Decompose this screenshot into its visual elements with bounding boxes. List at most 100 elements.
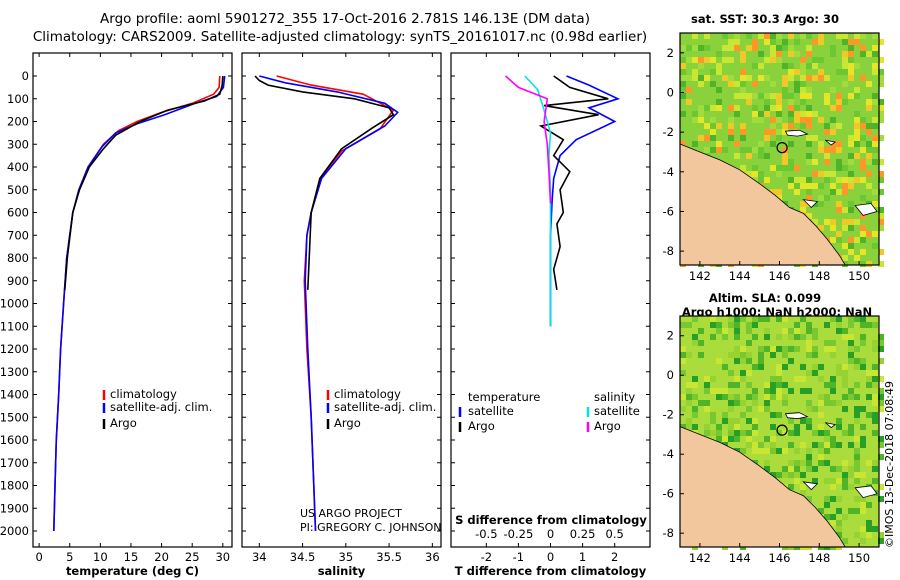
map-cell — [692, 334, 698, 340]
map-cell — [836, 322, 842, 328]
map-cell — [788, 430, 794, 436]
map-cell — [848, 243, 854, 249]
map-cell — [728, 436, 734, 442]
map-cell — [698, 117, 704, 123]
map-cell — [770, 93, 776, 99]
map-cell — [734, 346, 740, 352]
map-cell — [848, 177, 854, 183]
map-cell — [782, 382, 788, 388]
map-cell — [806, 51, 812, 57]
map-cell — [842, 57, 848, 63]
map-cell — [872, 201, 878, 207]
map-cell — [722, 334, 728, 340]
map-cell — [716, 51, 722, 57]
map-cell — [686, 352, 692, 358]
map-cell — [812, 466, 818, 472]
map-cell — [680, 346, 686, 352]
map-cell — [776, 412, 782, 418]
map-cell — [746, 153, 752, 159]
x-tick-label: 150 — [848, 269, 870, 283]
y-tick-label: 800 — [7, 251, 29, 265]
legend-label: Argo — [110, 416, 137, 430]
map-cell — [752, 117, 758, 123]
map-cell — [758, 448, 764, 454]
x2-tick-label: -0.5 — [475, 527, 497, 541]
map-cell — [758, 177, 764, 183]
map-cell — [710, 123, 716, 129]
map-cell — [806, 340, 812, 346]
map-cell — [710, 376, 716, 382]
map-cell — [788, 484, 794, 490]
map-cell — [872, 322, 878, 328]
map-cell — [866, 370, 872, 376]
map-cell — [860, 526, 866, 532]
map-cell — [776, 382, 782, 388]
map-cell — [794, 183, 800, 189]
map-cell — [794, 346, 800, 352]
map-cell — [872, 430, 878, 436]
y-tick-label: 1300 — [0, 365, 29, 379]
map-cell — [746, 370, 752, 376]
map-cell — [800, 63, 806, 69]
map-cell — [800, 490, 806, 496]
map-cell — [860, 225, 866, 231]
y-tick-label: -6 — [663, 487, 674, 501]
map-cell — [824, 460, 830, 466]
map-cell — [872, 526, 878, 532]
map-cell — [848, 45, 854, 51]
map-cell — [866, 99, 872, 105]
map-cell — [746, 33, 752, 39]
map-cell — [782, 448, 788, 454]
x-tick-label: 34 — [252, 550, 267, 564]
map-cell — [812, 370, 818, 376]
map-cell — [848, 225, 854, 231]
map-cell — [854, 382, 860, 388]
map-cell — [806, 328, 812, 334]
map-cell — [866, 231, 872, 237]
map-cell — [848, 484, 854, 490]
map-cell — [812, 328, 818, 334]
map-cell — [800, 201, 806, 207]
map-cell — [860, 322, 866, 328]
map-cell — [740, 81, 746, 87]
map-cell — [770, 376, 776, 382]
map-cell — [686, 57, 692, 63]
island — [854, 203, 878, 216]
y-tick-label: 200 — [7, 115, 29, 129]
map-cell — [812, 334, 818, 340]
map-cell — [848, 75, 854, 81]
map-cell — [728, 316, 734, 322]
map-cell — [836, 424, 842, 430]
map-cell — [752, 45, 758, 51]
map-cell — [782, 39, 788, 45]
map-cell — [830, 388, 836, 394]
map-cell — [854, 255, 860, 261]
map-cell — [776, 135, 782, 141]
map-cell — [812, 406, 818, 412]
map-cell — [782, 400, 788, 406]
map-cell — [860, 316, 866, 322]
map-cell — [866, 183, 872, 189]
map-cell — [770, 412, 776, 418]
map-cell — [776, 448, 782, 454]
x-tick-label: -1 — [513, 550, 524, 564]
map-cell — [788, 165, 794, 171]
map-cell — [716, 424, 722, 430]
map-cell — [728, 430, 734, 436]
map-cell — [818, 117, 824, 123]
map-cell — [764, 436, 770, 442]
map-cell — [818, 454, 824, 460]
map-cell — [680, 370, 686, 376]
map-cell — [764, 153, 770, 159]
map-cell — [806, 141, 812, 147]
map-cell — [842, 382, 848, 388]
map-cell — [680, 81, 686, 87]
map-cell — [878, 159, 884, 165]
map-cell — [686, 424, 692, 430]
map-cell — [872, 141, 878, 147]
y-tick-label: -4 — [663, 165, 674, 179]
map-cell — [860, 406, 866, 412]
map-cell — [752, 171, 758, 177]
map-cell — [836, 207, 842, 213]
map-cell — [872, 231, 878, 237]
